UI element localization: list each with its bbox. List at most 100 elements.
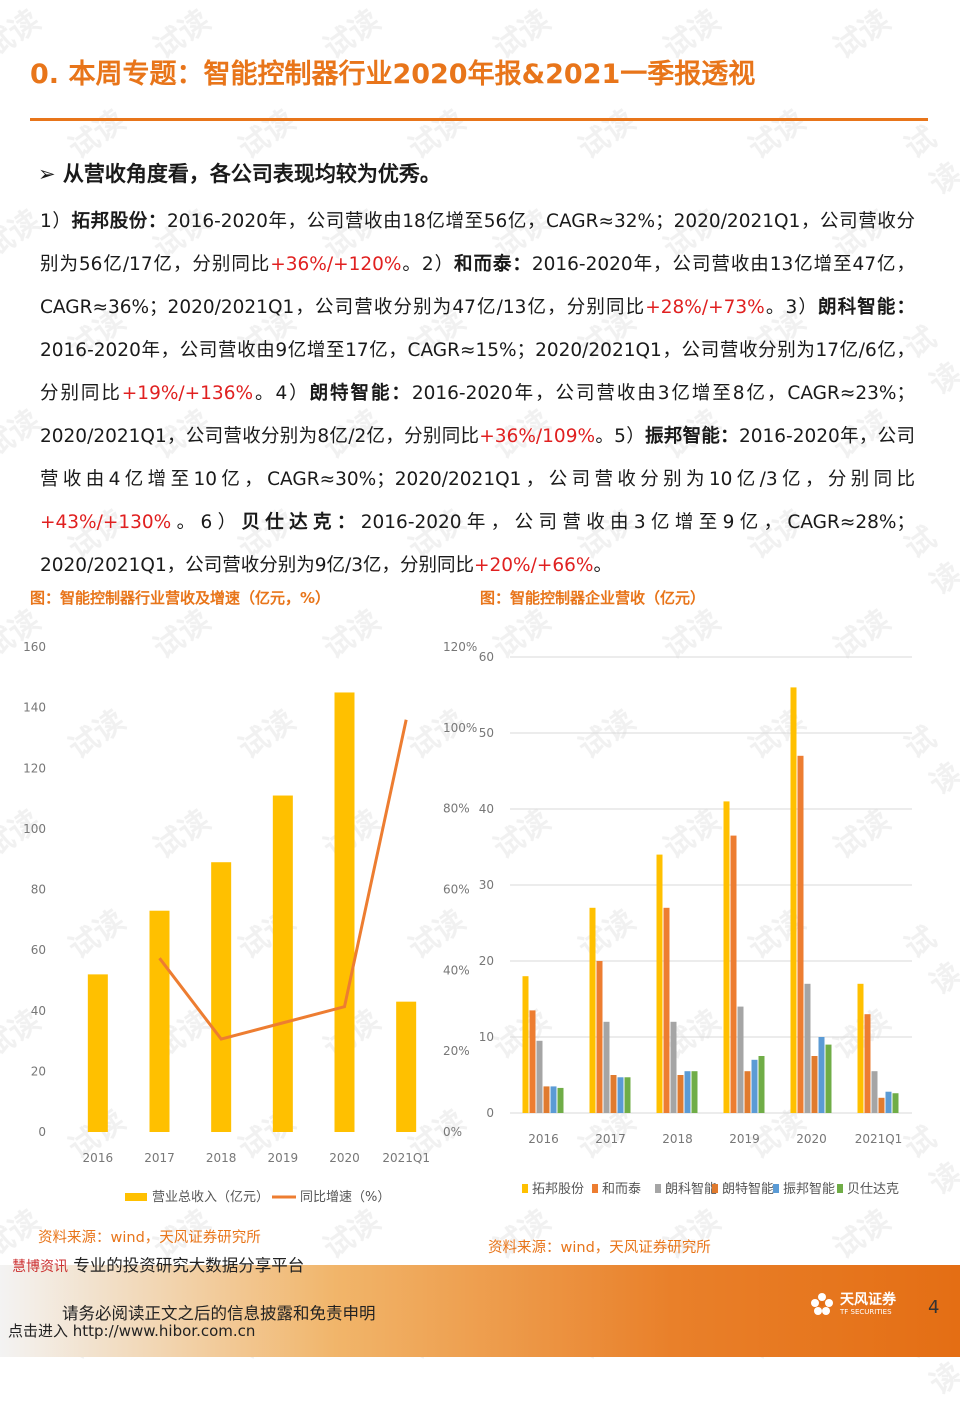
- company-name: 贝仕达克：: [241, 512, 361, 533]
- y2-tick-label: 80%: [443, 802, 470, 816]
- y-tick-label: 60: [31, 943, 46, 957]
- company-revenue-chart: 0 10 20 30 40 50 60 2016 2017 2018 2019 2020 2021Q1 拓…: [479, 650, 912, 1197]
- company-bar: [797, 755, 804, 1113]
- revenue-bar: [87, 974, 108, 1132]
- company-name: 朗科智能：: [818, 297, 915, 318]
- x-tick-label: 2018: [206, 1151, 237, 1165]
- x-tick-label: 2020: [329, 1151, 360, 1165]
- x-tick-label: 2016: [83, 1151, 114, 1165]
- legend-label: 朗科智能: [665, 1182, 717, 1197]
- growth-rate: +19%/+136%: [121, 383, 254, 404]
- y2-tick-label: 100%: [443, 721, 477, 735]
- watermark-text: 试读: [62, 103, 132, 167]
- watermark-text: 试读: [402, 103, 472, 167]
- title-divider: [30, 118, 928, 121]
- y-tick-label: 50: [479, 726, 494, 740]
- company-bar: [557, 1087, 564, 1113]
- headline: ➢ 从营收角度看，各公司表现均较为优秀。: [38, 158, 441, 188]
- revenue-bar: [149, 910, 170, 1132]
- company-bar: [617, 1077, 624, 1113]
- paragraph-text: 2016-2020年，公司营收由9亿增至17亿，CAGR≈15%；2020/20…: [40, 340, 915, 404]
- headline-text: 从营收角度看，各公司表现均较为优秀。: [62, 162, 441, 186]
- company-bar: [885, 1091, 892, 1113]
- x-tick-label: 2016: [528, 1132, 559, 1146]
- company-bar: [610, 1075, 617, 1113]
- x-tick-label: 2021Q1: [382, 1151, 430, 1165]
- y-tick-label: 20: [479, 954, 494, 968]
- legend-swatch: [773, 1184, 779, 1193]
- company-name: 朗特智能：: [309, 383, 412, 404]
- y-tick-label: 60: [479, 650, 494, 664]
- y-tick-label: 160: [23, 640, 46, 654]
- footer-band: [0, 1265, 960, 1357]
- y2-tick-label: 60%: [443, 883, 470, 897]
- y-tick-label: 30: [479, 878, 494, 892]
- footer-slogan-line: 慧博资讯 专业的投资研究大数据分享平台: [12, 1252, 304, 1276]
- paragraph-text: 。3）: [764, 297, 818, 318]
- company-bar: [871, 1071, 878, 1113]
- company-bar: [663, 907, 670, 1113]
- company-bar: [723, 801, 730, 1113]
- y-tick-label: 10: [479, 1030, 494, 1044]
- y-tick-label: 140: [23, 701, 46, 715]
- paragraph-text: 1）: [40, 211, 72, 232]
- company-name: 拓邦股份：: [71, 211, 168, 232]
- growth-rate: +43%/+130%: [40, 512, 172, 533]
- logo-subtext: TF SECURITIES: [840, 1307, 892, 1316]
- x-tick-label: 2017: [595, 1132, 626, 1146]
- paragraph-text: 。2）: [401, 254, 455, 275]
- legend-label-revenue: 营业总收入（亿元）: [152, 1190, 269, 1205]
- x-tick-label: 2017: [144, 1151, 175, 1165]
- paragraph-text: 2016-2020年，公司营收由13亿增至47亿，CAGR≈36%；2020/2…: [40, 254, 915, 318]
- x-tick-label: 2019: [268, 1151, 299, 1165]
- revenue-bar: [272, 795, 293, 1132]
- company-bar: [751, 1059, 758, 1113]
- legend-label: 朗特智能: [722, 1182, 774, 1197]
- watermark-text: 试读: [232, 103, 302, 167]
- footer-link[interactable]: 点击进入 http://www.hibor.com.cn: [8, 1322, 256, 1340]
- legend-swatch: [592, 1184, 598, 1193]
- paragraph-text: 2016-2020年，公司营收由4亿增至10亿，CAGR≈30%；2020/20…: [40, 426, 915, 490]
- source-left: 资料来源：wind，天风证券研究所: [38, 1230, 261, 1246]
- growth-rate: +28%/+73%: [645, 297, 765, 318]
- company-bar: [811, 1056, 818, 1113]
- watermark-text: 试读: [572, 103, 642, 167]
- legend-label-growth: 同比增速（%）: [300, 1190, 390, 1205]
- x-tick-label: 2020: [796, 1132, 827, 1146]
- company-bar: [744, 1071, 751, 1113]
- legend-label: 拓邦股份: [532, 1182, 584, 1197]
- y-tick-label: 40: [479, 802, 494, 816]
- company-name: 和而泰：: [454, 254, 532, 275]
- y2-tick-label: 40%: [443, 963, 470, 977]
- footer-slogan: 专业的投资研究大数据分享平台: [73, 1256, 305, 1275]
- growth-rate: +36%/109%: [479, 426, 596, 447]
- footer-notice: 请务必阅读正文之后的信息披露和免责申明: [62, 1304, 376, 1323]
- arrow-bullet-icon: ➢: [38, 162, 56, 186]
- company-bar: [730, 835, 737, 1113]
- legend-label: 和而泰: [602, 1182, 641, 1197]
- paragraph-text: 2016-2020年，公司营收由3亿增至8亿，CAGR≈23%；2020/202…: [40, 383, 915, 447]
- company-bar: [818, 1037, 825, 1113]
- industry-revenue-chart: 0 20 40 60 80 100 120 140 160 0% 20% 40% 60% 80% 100% 1…: [23, 640, 477, 1205]
- company-bar: [804, 983, 811, 1113]
- chart-title-industry: 图：智能控制器行业营收及增速（亿元，%）: [30, 589, 331, 607]
- company-bar: [684, 1071, 691, 1113]
- legend-label: 振邦智能: [783, 1182, 835, 1197]
- revenue-bar: [334, 692, 355, 1132]
- company-bar: [656, 854, 663, 1113]
- legend-label: 贝仕达克: [847, 1182, 899, 1197]
- source-right: 资料来源：wind，天风证券研究所: [488, 1240, 711, 1256]
- page-title: 0. 本周专题：智能控制器行业2020年报&2021一季报透视: [30, 59, 756, 90]
- legend-swatch-revenue: [125, 1193, 147, 1201]
- paragraph-text: 2016-2020年，公司营收由18亿增至56亿，CAGR≈32%；2020/2…: [40, 211, 915, 275]
- company-bar: [624, 1077, 631, 1113]
- y-tick-label: 100: [23, 822, 46, 836]
- revenue-bar: [396, 1001, 417, 1132]
- x-tick-label: 2018: [662, 1132, 693, 1146]
- company-bar: [857, 983, 864, 1113]
- company-bar: [892, 1093, 899, 1113]
- body-paragraph: 1）拓邦股份：2016-2020年，公司营收由18亿增至56亿，CAGR≈32%…: [40, 200, 915, 587]
- company-bar: [536, 1040, 543, 1113]
- growth-rate: +20%/+66%: [474, 555, 594, 576]
- growth-rate: +36%/+120%: [270, 254, 402, 275]
